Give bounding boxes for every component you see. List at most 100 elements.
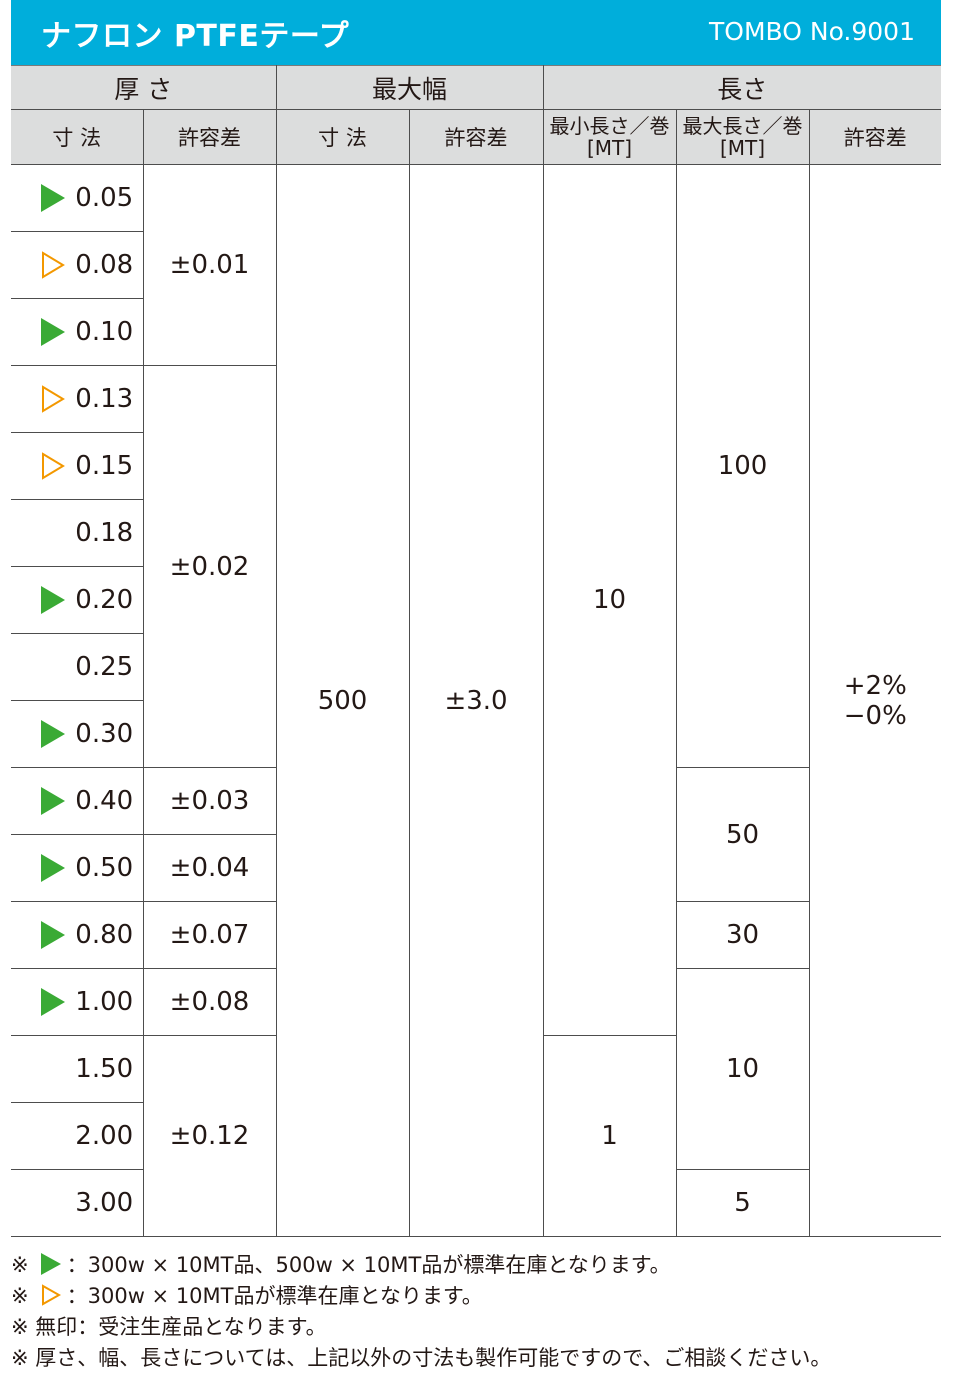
orange-outline-triangle-icon — [41, 385, 66, 413]
max-length-cell: 30 — [675, 901, 810, 969]
table-row: 0.50 ±0.04 — [11, 834, 941, 902]
table-row: 1.50 ±0.12 1 — [11, 1035, 941, 1237]
min-length-cell: 10 — [542, 164, 677, 1036]
page-title: ナフロン PTFEテープ — [41, 19, 350, 54]
size-value: 0.18 — [75, 518, 134, 548]
width-size-header: 寸 法 — [275, 109, 410, 165]
size-cell: 0.40 — [11, 767, 144, 835]
green-triangle-icon — [41, 586, 66, 614]
green-triangle-icon — [41, 787, 66, 815]
size-value: 0.80 — [75, 920, 134, 950]
length-tolerance-minus: −0% — [843, 700, 907, 731]
green-triangle-icon — [41, 184, 66, 212]
note-prefix: ※ — [11, 1284, 29, 1308]
table-row: 0.20 — [11, 566, 941, 634]
note-custom: ※ 厚さ、幅、長さについては、上記以外の寸法も製作可能ですので、ご相談ください。 — [11, 1343, 941, 1374]
size-cell: 0.18 — [11, 499, 143, 567]
size-cell: 0.20 — [11, 566, 143, 634]
length-tolerance-header: 許容差 — [808, 109, 942, 165]
note-text: 厚さ、幅、長さについては、上記以外の寸法も製作可能ですので、ご相談ください。 — [35, 1346, 832, 1370]
green-triangle-icon — [41, 318, 66, 346]
size-cell: 0.10 — [11, 298, 143, 366]
size-cell: 0.15 — [11, 432, 143, 500]
size-cell: 0.30 — [11, 700, 143, 768]
size-cell: 1.50 — [11, 1035, 144, 1103]
max-length-cell: 50 — [675, 767, 810, 902]
tolerance-cell: ±0.12 — [142, 1035, 277, 1237]
tolerance-cell: ±0.08 — [142, 968, 277, 1036]
size-cell: 0.25 — [11, 633, 143, 701]
size-cell: 2.00 — [11, 1102, 143, 1170]
table-row: 0.18 — [11, 499, 941, 567]
size-value: 2.00 — [75, 1121, 134, 1151]
note-prefix: ※ — [11, 1315, 29, 1339]
title-bar: ナフロン PTFEテープ TOMBO No.9001 — [11, 0, 941, 65]
note-unmarked: ※ 無印：受注生産品となります。 — [11, 1312, 941, 1343]
table-row: 1.00 ±0.08 10 — [11, 968, 941, 1170]
max-length-cell: 5 — [675, 1169, 810, 1237]
product-code: TOMBO No.9001 — [709, 17, 915, 46]
note-prefix: ※ — [11, 1253, 29, 1277]
size-header: 寸 法 — [11, 109, 144, 165]
size-cell: 3.00 — [11, 1169, 144, 1237]
length-tolerance-plus: +2% — [843, 670, 907, 701]
size-value: 1.00 — [75, 987, 134, 1017]
orange-outline-triangle-icon — [41, 452, 66, 480]
size-value: 0.08 — [75, 250, 134, 280]
tolerance-cell: ±0.07 — [142, 901, 277, 969]
width-tolerance-cell: ±3.0 — [408, 164, 544, 1237]
size-value: 0.40 — [75, 786, 134, 816]
note-orange-stock: ※ ：300w × 10MT品が標準在庫となります。 — [11, 1281, 941, 1312]
note-text: 無印：受注生産品となります。 — [35, 1315, 327, 1339]
length-group-header: 長さ — [542, 65, 942, 110]
table-row: 0.08 — [11, 231, 941, 299]
max-length-cell: 10 — [675, 968, 810, 1170]
size-cell: 0.50 — [11, 834, 144, 902]
tolerance-cell: ±0.03 — [142, 767, 277, 835]
width-tolerance-header: 許容差 — [408, 109, 544, 165]
note-text: ：300w × 10MT品が標準在庫となります。 — [66, 1284, 483, 1308]
size-value: 3.00 — [75, 1188, 134, 1218]
size-cell: 0.13 — [11, 365, 144, 433]
min-length-header-line2: [MT] — [586, 136, 633, 160]
size-value: 0.15 — [75, 451, 134, 481]
max-length-header-line2: [MT] — [719, 136, 766, 160]
green-triangle-icon — [41, 720, 66, 748]
note-prefix: ※ — [11, 1346, 29, 1370]
max-width-group-header: 最大幅 — [275, 65, 544, 110]
tolerance-cell: ±0.01 — [142, 164, 277, 366]
thickness-group-header: 厚 さ — [11, 65, 277, 110]
notes: ※ ：300w × 10MT品、500w × 10MT品が標準在庫となります。 ※… — [11, 1250, 941, 1374]
table-row: 0.05 ±0.01 500 ±3.0 10 100 +2% −0% — [11, 164, 942, 1237]
max-length-cell: 100 — [675, 164, 810, 768]
green-triangle-icon — [40, 1253, 61, 1275]
min-length-header: 最小長さ／巻 [MT] — [542, 109, 677, 165]
width-size-cell: 500 — [275, 164, 410, 1237]
tolerance-cell: ±0.02 — [142, 365, 277, 768]
tolerance-cell: ±0.04 — [142, 834, 277, 902]
table-row: 2.00 — [11, 1102, 941, 1170]
size-value: 0.50 — [75, 853, 134, 883]
table-row: 0.13 ±0.02 — [11, 365, 941, 768]
spec-table: 厚 さ 最大幅 長さ 寸 法 許容差 寸 法 許容差 最小長さ／巻 [MT] 最… — [11, 65, 942, 1237]
max-length-header-line1: 最大長さ／巻 — [682, 114, 803, 138]
note-green-stock: ※ ：300w × 10MT品、500w × 10MT品が標準在庫となります。 — [11, 1250, 941, 1281]
orange-outline-triangle-icon — [41, 1284, 61, 1306]
table-row: 3.00 5 — [11, 1169, 941, 1237]
note-text: ：300w × 10MT品、500w × 10MT品が標準在庫となります。 — [66, 1253, 671, 1277]
size-value: 0.13 — [75, 384, 134, 414]
size-cell: 0.08 — [11, 231, 143, 299]
green-triangle-icon — [41, 921, 66, 949]
size-value: 0.20 — [75, 585, 134, 615]
table-row: 0.15 — [11, 432, 941, 500]
min-length-cell: 1 — [542, 1035, 677, 1237]
size-cell: 0.05 — [11, 164, 144, 232]
max-length-header: 最大長さ／巻 [MT] — [675, 109, 810, 165]
size-value: 0.10 — [75, 317, 134, 347]
length-tolerance-cell: +2% −0% — [808, 164, 942, 1237]
table-row: 0.25 — [11, 633, 941, 701]
tolerance-header: 許容差 — [142, 109, 277, 165]
orange-outline-triangle-icon — [41, 251, 66, 279]
size-value: 1.50 — [75, 1054, 134, 1084]
green-triangle-icon — [41, 988, 66, 1016]
